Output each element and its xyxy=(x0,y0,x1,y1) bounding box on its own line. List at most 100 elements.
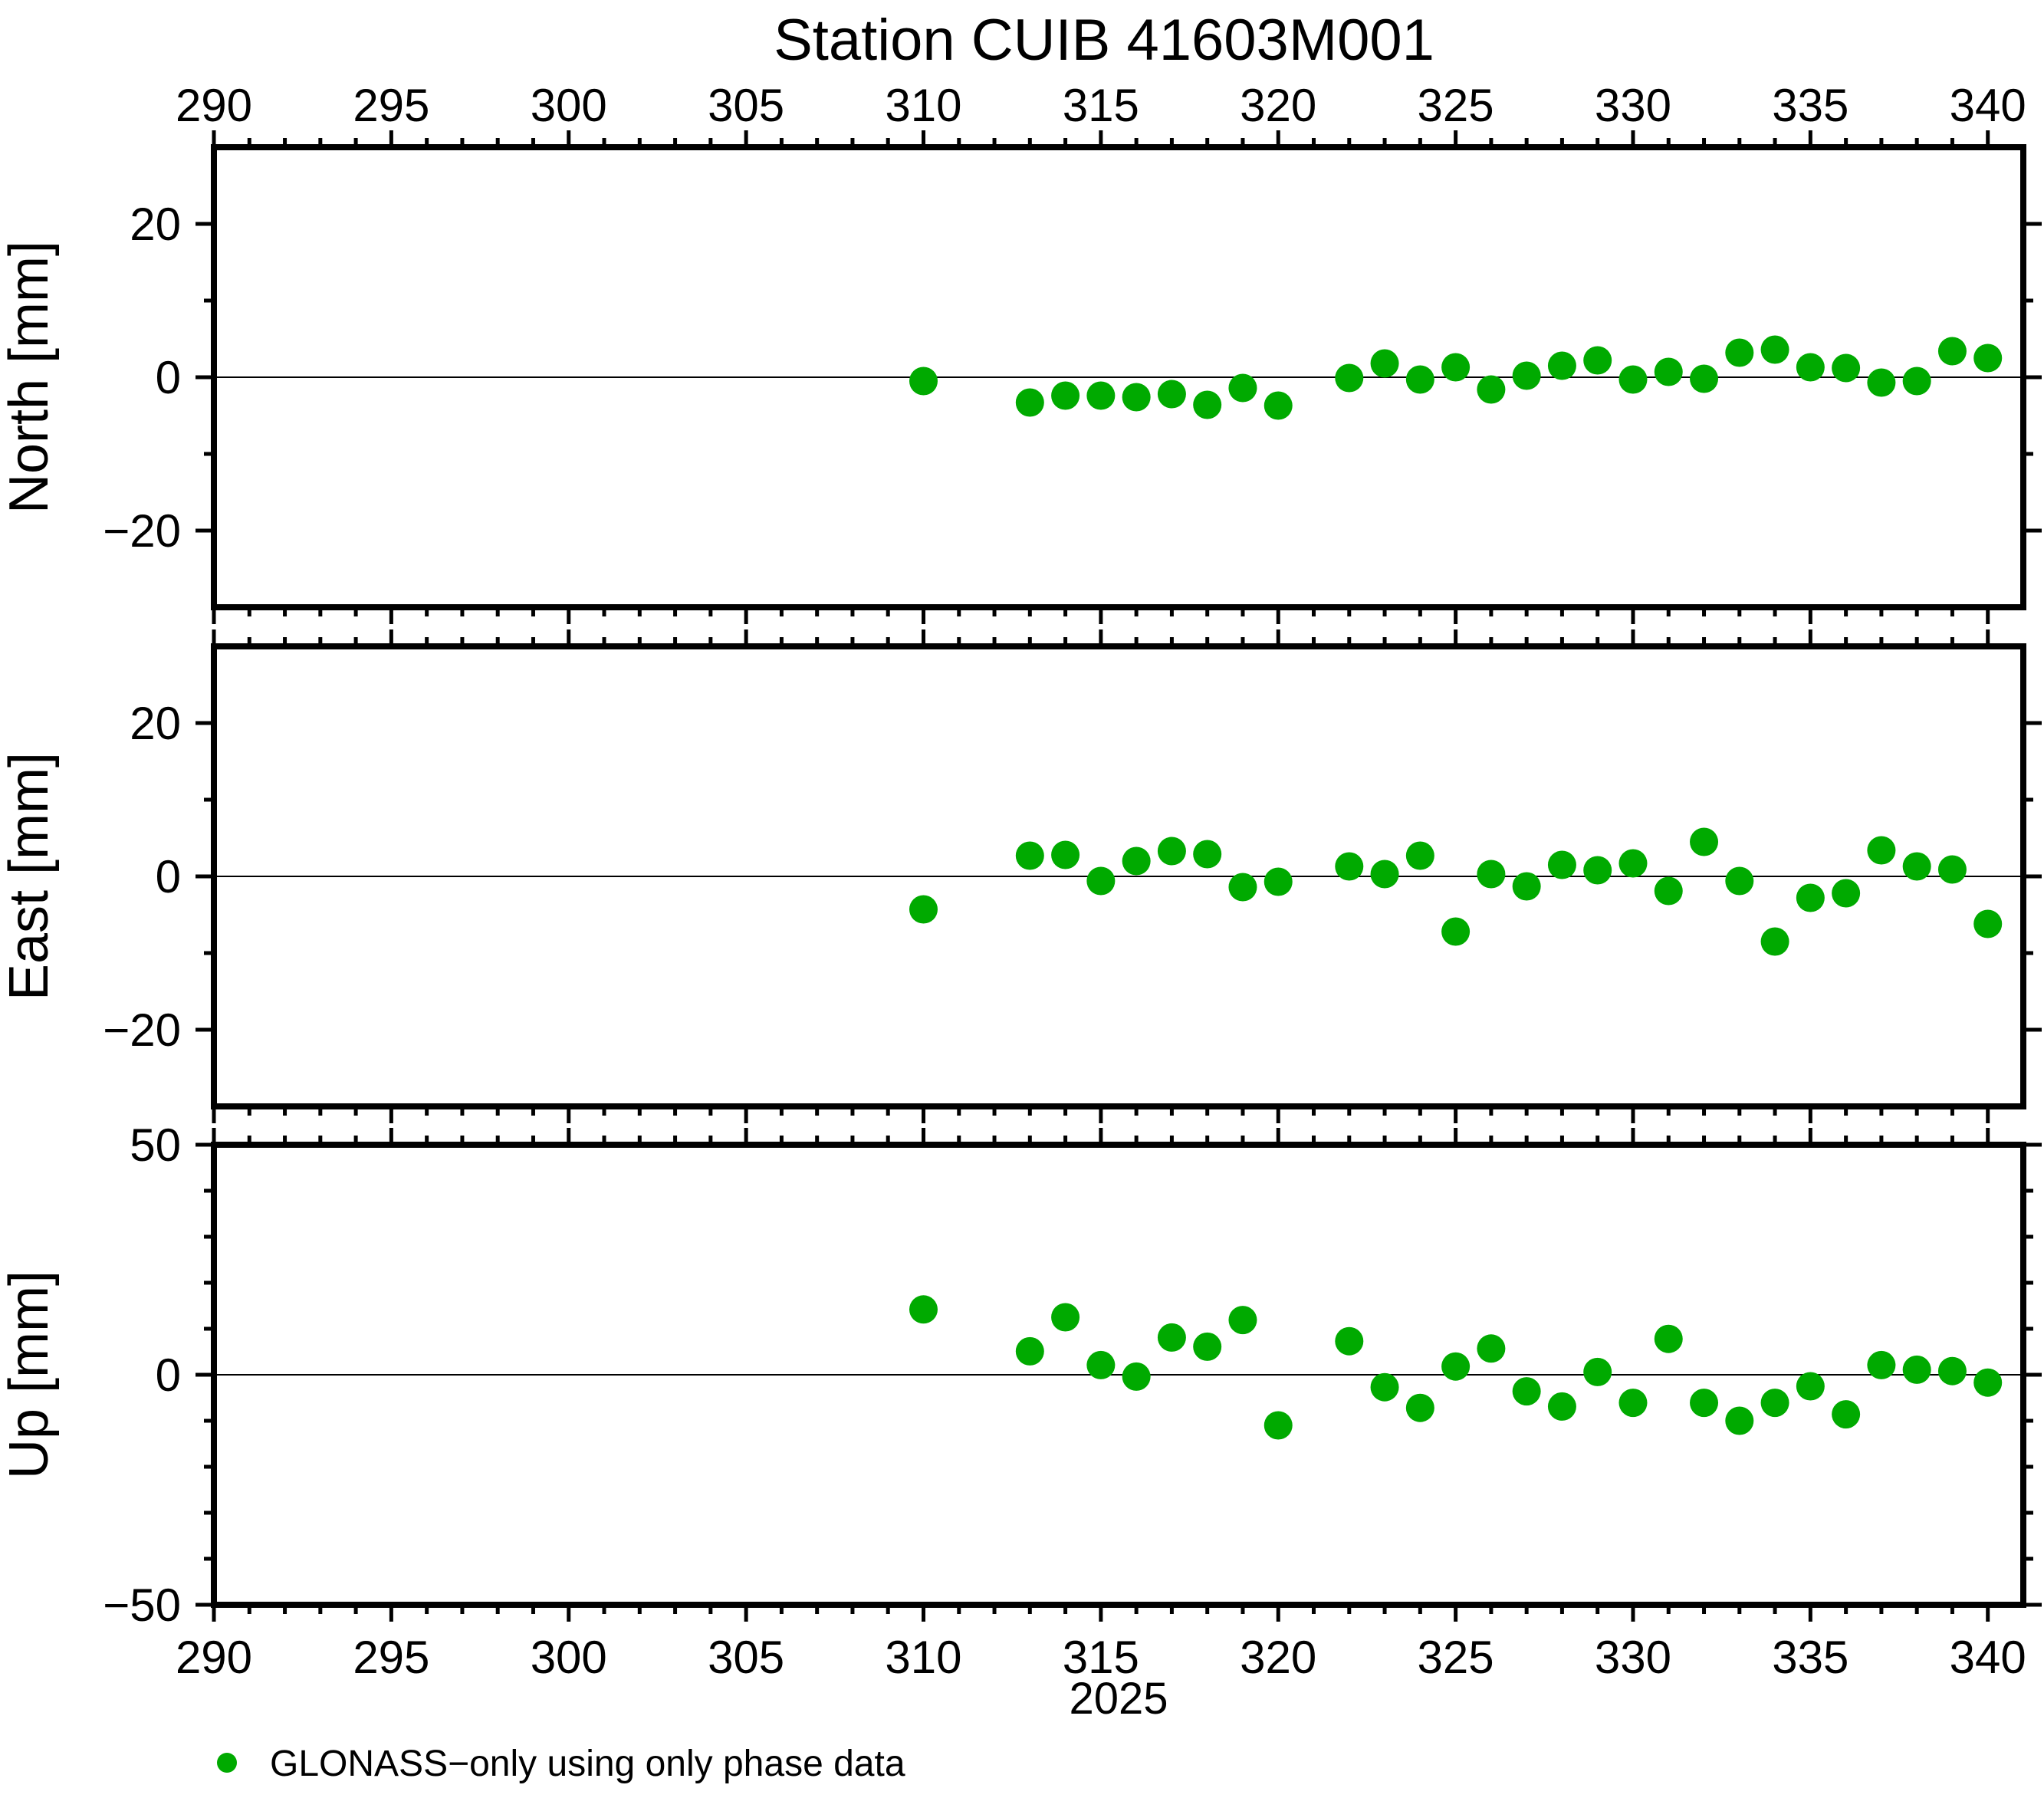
data-point xyxy=(1583,346,1612,375)
x-tick-label: 320 xyxy=(1240,1632,1316,1683)
data-point xyxy=(1157,1323,1186,1352)
data-point xyxy=(1122,383,1151,412)
data-point xyxy=(1086,866,1116,896)
data-point xyxy=(1512,1377,1541,1406)
data-point xyxy=(1583,856,1612,885)
data-point xyxy=(1512,361,1541,390)
data-point xyxy=(1086,381,1116,410)
data-point xyxy=(1654,876,1683,906)
y-tick-label: 20 xyxy=(130,698,181,749)
data-point xyxy=(1725,1406,1754,1435)
data-point xyxy=(1937,855,1967,884)
y-tick-label: 50 xyxy=(130,1119,181,1171)
x-tick-label: 295 xyxy=(353,1632,429,1683)
y-tick-label: −20 xyxy=(103,1004,181,1056)
data-point xyxy=(1760,335,1789,364)
data-point xyxy=(1832,879,1861,908)
data-point xyxy=(1618,849,1648,878)
data-point xyxy=(1441,1352,1471,1381)
x-tick-label: 315 xyxy=(1063,80,1139,131)
data-point xyxy=(1618,1389,1648,1418)
data-point xyxy=(1086,1350,1116,1379)
x-tick-label: 315 xyxy=(1063,1632,1139,1683)
data-point xyxy=(1193,1332,1222,1361)
x-tick-label: 305 xyxy=(708,80,784,131)
data-point xyxy=(909,367,938,396)
legend-label: GLONASS−only using only phase data xyxy=(270,1744,905,1784)
data-point xyxy=(1157,380,1186,409)
legend: GLONASS−only using only phase data xyxy=(217,1744,905,1784)
data-point xyxy=(1690,1389,1719,1418)
data-point xyxy=(1867,368,1896,397)
x-tick-label: 335 xyxy=(1772,80,1848,131)
data-point xyxy=(1370,860,1399,889)
panel-frame xyxy=(211,144,2026,610)
x-axis-bottom-labels: 290 295 300 305 310 315 320 325 330 335 340 xyxy=(176,1632,2026,1683)
north-plot-area: 20 0 −20 xyxy=(103,130,2042,624)
x-tick-label: 325 xyxy=(1418,1632,1494,1683)
data-point xyxy=(1051,1303,1080,1332)
x-tick-label: 300 xyxy=(531,1632,607,1683)
data-point xyxy=(1264,391,1293,420)
east-axis-title: East [mm] xyxy=(0,752,60,1001)
data-point xyxy=(1370,349,1399,378)
x-tick-label: 325 xyxy=(1418,80,1494,131)
panel-north: 20 0 −20 North [mm] xyxy=(0,130,2042,624)
data-point xyxy=(1690,364,1719,393)
data-point xyxy=(1796,883,1825,912)
data-point xyxy=(1973,1368,2003,1397)
panel-frame xyxy=(211,1142,2026,1608)
data-point xyxy=(1902,852,1931,881)
data-point xyxy=(1547,850,1576,879)
x-tick-label: 335 xyxy=(1772,1632,1848,1683)
data-point xyxy=(1477,1334,1506,1363)
x-tick-label: 310 xyxy=(885,1632,961,1683)
data-point xyxy=(1902,1355,1931,1384)
data-point xyxy=(1405,365,1434,394)
data-point xyxy=(1477,375,1506,404)
x-tick-label: 295 xyxy=(353,80,429,131)
data-point xyxy=(1902,367,1931,396)
data-point xyxy=(1760,927,1789,956)
chart-title: Station CUIB 41603M001 xyxy=(774,8,1434,73)
data-point xyxy=(1015,841,1044,870)
x-tick-label: 310 xyxy=(885,80,961,131)
up-axis-title: Up [mm] xyxy=(0,1270,60,1479)
x-tick-label: 320 xyxy=(1240,80,1316,131)
data-point xyxy=(1796,1372,1825,1401)
x-tick-label: 330 xyxy=(1595,80,1671,131)
data-point xyxy=(1547,1392,1576,1421)
north-axis-title: North [mm] xyxy=(0,241,60,514)
legend-marker-icon xyxy=(217,1753,237,1773)
data-point xyxy=(1937,337,1967,366)
x-tick-label: 340 xyxy=(1950,80,2026,131)
data-point xyxy=(1725,866,1754,896)
data-point xyxy=(1051,381,1080,410)
data-point xyxy=(1122,846,1151,876)
x-tick-label: 305 xyxy=(708,1632,784,1683)
y-tick-label: −50 xyxy=(103,1579,181,1631)
data-point xyxy=(1937,1356,1967,1385)
data-point xyxy=(909,1295,938,1324)
data-point xyxy=(1760,1389,1789,1418)
data-point xyxy=(1405,1393,1434,1422)
data-point xyxy=(1441,353,1471,382)
data-point xyxy=(1335,1326,1364,1356)
east-plot-area: 20 0 −20 xyxy=(103,629,2042,1123)
x-tick-label: 290 xyxy=(176,1632,252,1683)
data-point xyxy=(1973,909,2003,938)
y-tick-label: 0 xyxy=(156,851,181,902)
data-point xyxy=(1441,917,1471,946)
data-point xyxy=(1405,841,1434,870)
data-point xyxy=(1867,1350,1896,1379)
data-point xyxy=(1512,872,1541,901)
data-point xyxy=(1547,351,1576,380)
data-point xyxy=(1264,867,1293,896)
data-point xyxy=(1832,353,1861,383)
data-point xyxy=(909,895,938,924)
x-axis-year-label: 2025 xyxy=(1069,1674,1168,1724)
data-point xyxy=(1725,338,1754,367)
data-point xyxy=(1335,363,1364,393)
x-tick-label: 290 xyxy=(176,80,252,131)
